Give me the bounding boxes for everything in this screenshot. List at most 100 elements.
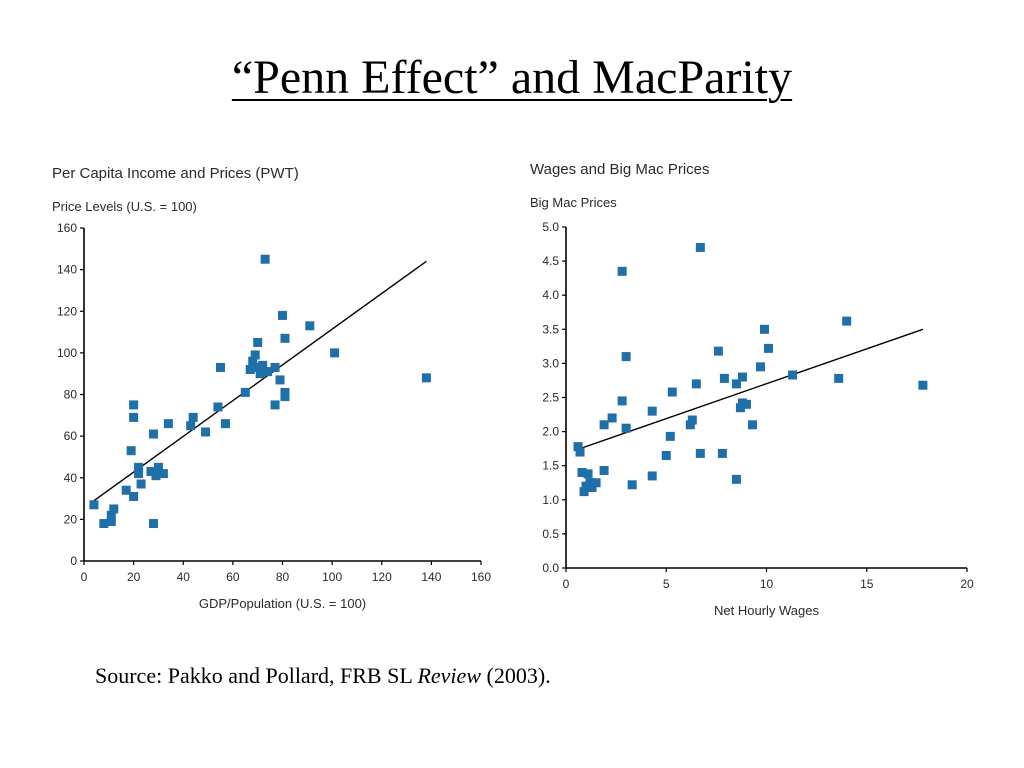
chart-1-x-tick-label: 140 bbox=[421, 570, 441, 584]
chart-2-data-point bbox=[918, 380, 928, 390]
chart-2-data-point bbox=[731, 379, 741, 389]
chart-1-data-point bbox=[158, 469, 168, 479]
chart-2-y-tick-label: 1.5 bbox=[542, 459, 559, 473]
chart-2-data-point bbox=[695, 448, 705, 458]
chart-2-data-point bbox=[685, 420, 695, 430]
chart-2-data-point bbox=[788, 370, 798, 380]
chart-1-y-tick-label: 60 bbox=[64, 429, 78, 443]
chart-1-data-point bbox=[270, 362, 280, 372]
chart-1-x-axis-label: GDP/Population (U.S. = 100) bbox=[199, 596, 366, 611]
chart-1-data-point bbox=[250, 362, 260, 372]
chart-2-data-point bbox=[665, 431, 675, 441]
chart-2-y-tick-label: 5.0 bbox=[542, 220, 559, 234]
chart-1-data-point bbox=[421, 373, 431, 383]
chart-1-data-point bbox=[186, 421, 196, 431]
chart-1-data-point bbox=[126, 446, 136, 456]
chart-1-title: Per Capita Income and Prices (PWT) bbox=[52, 165, 299, 182]
chart-2-data-point bbox=[834, 373, 844, 383]
chart-2-trend-line bbox=[575, 328, 924, 451]
chart-2-data-point bbox=[599, 420, 609, 430]
chart-2-y-tick-label: 0.5 bbox=[542, 527, 559, 541]
chart-1-y-tick-label: 100 bbox=[57, 346, 77, 360]
chart-1-data-point bbox=[255, 369, 265, 379]
chart-1-data-point bbox=[258, 360, 268, 370]
chart-2-data-point bbox=[731, 474, 741, 484]
chart-1-data-point bbox=[146, 467, 156, 477]
chart-2-scatter: 0.0 0.5 1.0 1.5 2.0 2.5 3.0 3.5 4.0 4.5 5.0 0 5 10 15 2… bbox=[542, 220, 974, 618]
chart-2-data-point bbox=[607, 413, 617, 423]
chart-1-y-tick-label: 80 bbox=[64, 388, 78, 402]
chart-1-data-point bbox=[99, 519, 109, 529]
chart-1-y-tick-label: 40 bbox=[64, 471, 78, 485]
chart-2-data-point bbox=[764, 343, 774, 353]
chart-1-data-point bbox=[260, 254, 270, 264]
chart-2-data-point bbox=[667, 387, 677, 397]
chart-1-x-tick-label: 120 bbox=[372, 570, 392, 584]
chart-1-data-point bbox=[278, 310, 287, 320]
chart-2-data-point bbox=[591, 478, 601, 488]
chart-1-data-point bbox=[245, 365, 255, 375]
chart-2-data-point bbox=[621, 423, 631, 433]
chart-1-x-tick-label: 0 bbox=[81, 570, 88, 584]
chart-1-data-point bbox=[136, 479, 146, 489]
chart-1-x-tick-label: 60 bbox=[226, 570, 240, 584]
chart-1-data-point bbox=[121, 485, 131, 495]
chart-1-data-point bbox=[129, 400, 139, 410]
chart-1-data-point bbox=[148, 429, 158, 439]
chart-2-data-point bbox=[755, 362, 765, 372]
chart-1-y-tick-label: 120 bbox=[57, 304, 77, 318]
chart-1-data-point bbox=[215, 362, 225, 372]
chart-1-data-point bbox=[129, 491, 139, 501]
chart-1-data-point bbox=[148, 519, 158, 529]
chart-2-x-tick-label: 0 bbox=[563, 577, 570, 591]
chart-2-data-point bbox=[747, 420, 757, 430]
slide-title-text: “Penn Effect” and MacParity bbox=[231, 51, 793, 104]
chart-2-data-point bbox=[575, 447, 585, 457]
chart-1-data-point bbox=[213, 402, 223, 412]
chart-2-y-tick-label: 3.5 bbox=[542, 322, 559, 336]
chart-2-y-tick-label: 4.0 bbox=[542, 288, 559, 302]
chart-1-data-point bbox=[250, 350, 260, 360]
chart-1-y-tick-label: 0 bbox=[70, 554, 77, 568]
chart-1-data-point bbox=[253, 337, 263, 347]
chart-2-data-point bbox=[573, 442, 583, 452]
chart-2-data-point bbox=[687, 415, 697, 425]
chart-1-data-point bbox=[188, 412, 198, 422]
chart-1-data-point bbox=[280, 392, 290, 402]
chart-2-y-tick-label: 2.0 bbox=[542, 425, 559, 439]
source-journal: Review bbox=[417, 663, 481, 688]
chart-1-data-point bbox=[106, 510, 116, 520]
slide-title: “Penn Effect” and MacParity bbox=[0, 48, 1024, 108]
chart-1-x-tick-label: 80 bbox=[276, 570, 290, 584]
chart-1-y-tick-label: 20 bbox=[64, 512, 78, 526]
chart-2-data-point bbox=[585, 478, 595, 488]
chart-2-data-point bbox=[579, 487, 589, 497]
chart-2-data-point bbox=[737, 372, 747, 382]
chart-2-y-tick-label: 2.5 bbox=[542, 391, 559, 405]
chart-1-data-point bbox=[106, 516, 116, 526]
chart-1-data-point bbox=[134, 469, 144, 479]
chart-2-x-tick-label: 20 bbox=[960, 577, 974, 591]
chart-2-x-tick-label: 10 bbox=[760, 577, 774, 591]
chart-1-data-point bbox=[153, 462, 163, 472]
chart-1-data-point bbox=[330, 348, 340, 358]
chart-2-x-tick-label: 15 bbox=[860, 577, 874, 591]
chart-2-data-point bbox=[759, 324, 769, 334]
chart-1-data-point bbox=[280, 333, 290, 343]
chart-2-data-point bbox=[842, 316, 852, 326]
chart-2-y-tick-label: 0.0 bbox=[542, 561, 559, 575]
chart-1-data-point bbox=[305, 321, 315, 331]
chart-2-y-tick-label: 4.5 bbox=[542, 254, 559, 268]
chart-1-data-point bbox=[129, 412, 139, 422]
chart-1-x-tick-label: 160 bbox=[471, 570, 491, 584]
chart-2-data-point bbox=[587, 483, 597, 493]
chart-1-data-point bbox=[163, 419, 173, 429]
chart-2-x-tick-label: 5 bbox=[663, 577, 670, 591]
chart-2-y-tick-label: 1.0 bbox=[542, 493, 559, 507]
chart-2-data-point bbox=[647, 406, 657, 416]
chart-2-data-point bbox=[661, 450, 671, 460]
chart-2-data-point bbox=[599, 465, 609, 475]
chart-2-data-point bbox=[647, 471, 657, 481]
chart-2-data-point bbox=[627, 480, 637, 490]
chart-2-data-point bbox=[695, 242, 705, 252]
